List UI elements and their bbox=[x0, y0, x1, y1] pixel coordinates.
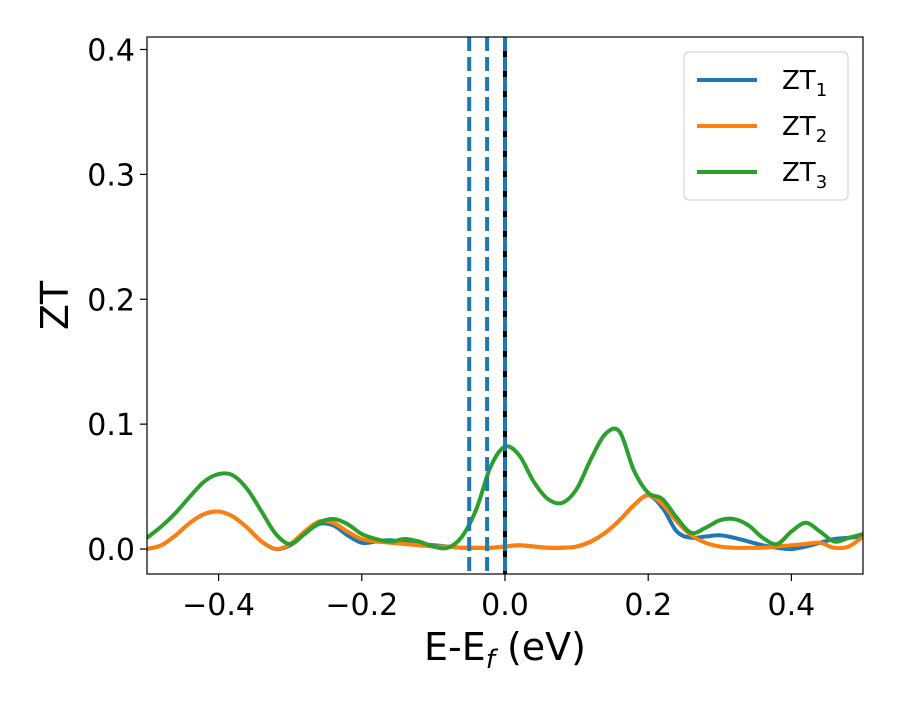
y-tick-label: 0.4 bbox=[87, 33, 135, 68]
legend-box bbox=[683, 51, 849, 201]
x-tick-label: −0.4 bbox=[182, 588, 255, 623]
y-tick-label: 0.0 bbox=[87, 533, 135, 568]
y-tick-label: 0.1 bbox=[87, 408, 135, 443]
x-axis-label-main: E-E bbox=[424, 625, 486, 669]
x-axis-label-unit: (eV) bbox=[495, 625, 586, 669]
y-tick-label: 0.3 bbox=[87, 158, 135, 193]
legend-label-subscript: 2 bbox=[816, 126, 827, 147]
legend-label-main: ZT bbox=[782, 158, 816, 188]
legend-label-main: ZT bbox=[782, 66, 816, 96]
legend-label-main: ZT bbox=[782, 112, 816, 142]
legend-label-subscript: 1 bbox=[816, 80, 827, 101]
x-tick-label: 0.4 bbox=[768, 588, 816, 623]
x-axis-label: E-Ef (eV) bbox=[424, 625, 586, 675]
y-tick-label: 0.2 bbox=[87, 283, 135, 318]
y-axis-label: ZT bbox=[33, 280, 77, 330]
x-tick-label: 0.0 bbox=[481, 588, 529, 623]
legend-label-ZT3: ZT3 bbox=[782, 158, 827, 193]
x-tick-label: 0.2 bbox=[624, 588, 672, 623]
legend-label-subscript: 3 bbox=[816, 172, 827, 193]
x-tick-label: −0.2 bbox=[325, 588, 398, 623]
legend-label-ZT1: ZT1 bbox=[782, 66, 827, 101]
legend-label-ZT2: ZT2 bbox=[782, 112, 827, 147]
plot-area bbox=[147, 37, 863, 574]
